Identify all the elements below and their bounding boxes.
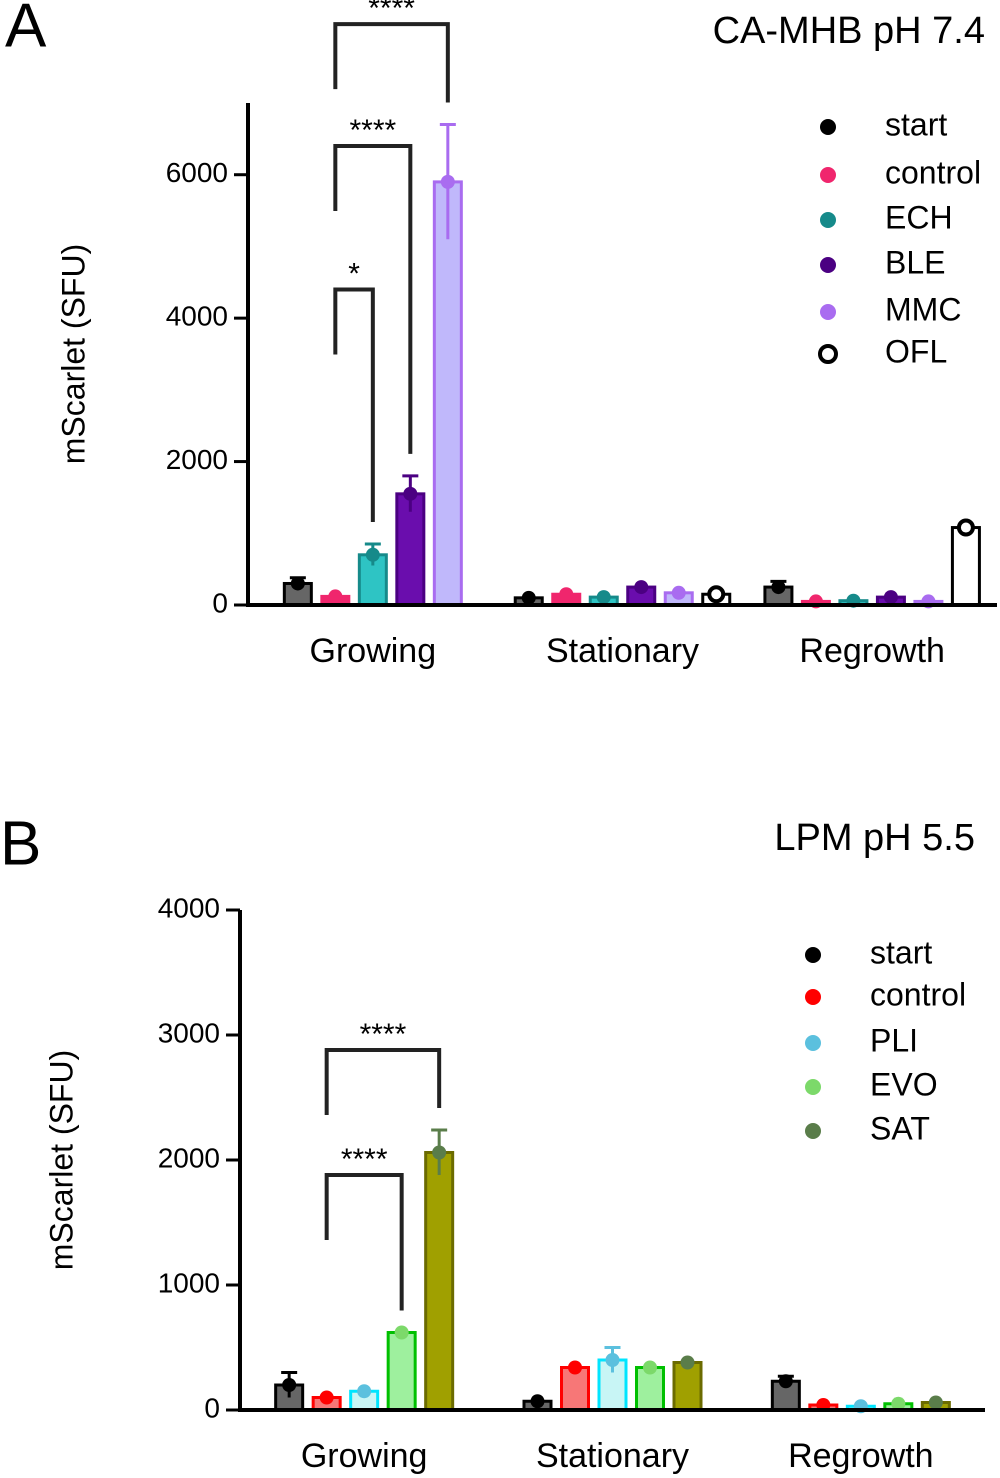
legend-label: start xyxy=(885,106,947,142)
bar xyxy=(672,1361,703,1412)
y-axis-label: mScarlet (SFU) xyxy=(43,1050,79,1270)
data-point xyxy=(956,518,975,537)
data-point xyxy=(290,576,305,591)
data-point xyxy=(707,585,726,604)
x-tick-label: Stationary xyxy=(546,632,699,670)
y-tick-label: 3000 xyxy=(158,1017,220,1048)
data-point xyxy=(883,590,898,605)
significance-label: **** xyxy=(341,1143,388,1176)
panel-label: B xyxy=(0,809,41,878)
x-tick-label: Regrowth xyxy=(788,1437,934,1475)
data-point xyxy=(643,1360,657,1375)
y-axis-label: mScarlet (SFU) xyxy=(55,244,91,464)
legend-marker xyxy=(820,257,836,273)
bar xyxy=(950,526,981,607)
legend-label: control xyxy=(885,154,981,190)
legend-marker xyxy=(805,1035,821,1051)
chart-title: LPM pH 5.5 xyxy=(774,817,975,859)
significance-bracket xyxy=(324,1173,404,1311)
legend-marker xyxy=(820,167,836,183)
legend-marker xyxy=(805,989,821,1005)
data-point xyxy=(319,1390,334,1405)
legend-marker xyxy=(820,304,836,320)
data-point xyxy=(680,1355,695,1370)
x-tick-label: Regrowth xyxy=(799,632,945,670)
data-point xyxy=(671,585,686,600)
x-tick-label: Growing xyxy=(301,1437,428,1475)
significance-bracket xyxy=(333,22,450,103)
significance-bracket xyxy=(333,287,375,523)
data-point xyxy=(559,587,574,602)
data-point xyxy=(432,1145,447,1160)
data-point xyxy=(891,1396,906,1411)
data-point xyxy=(596,590,611,605)
y-tick-label: 2000 xyxy=(166,444,228,475)
significance-label: **** xyxy=(349,114,396,147)
data-point xyxy=(778,1374,793,1389)
data-point xyxy=(568,1360,582,1375)
y-tick-label: 6000 xyxy=(166,157,228,188)
panel-label: A xyxy=(5,0,47,60)
data-point xyxy=(634,580,649,595)
data-point xyxy=(357,1384,372,1399)
legend-label: ECH xyxy=(885,199,953,235)
data-point xyxy=(394,1325,409,1340)
data-point xyxy=(928,1395,943,1410)
bar xyxy=(424,1151,455,1412)
significance-bracket xyxy=(333,144,413,454)
legend-label: control xyxy=(870,976,966,1012)
y-tick-label: 1000 xyxy=(158,1267,220,1298)
legend-label: BLE xyxy=(885,244,945,280)
data-point xyxy=(365,547,380,562)
significance-label: **** xyxy=(368,0,415,25)
legend-marker xyxy=(805,947,821,963)
data-point xyxy=(403,486,418,501)
bar xyxy=(386,1331,417,1412)
legend-label: start xyxy=(870,934,932,970)
y-tick-label: 4000 xyxy=(166,301,228,332)
y-tick-label: 0 xyxy=(212,587,228,618)
data-point xyxy=(282,1378,297,1392)
bar xyxy=(432,180,463,607)
y-tick-label: 4000 xyxy=(158,892,220,923)
significance-label: * xyxy=(348,257,360,290)
data-point xyxy=(771,580,786,595)
legend-marker xyxy=(818,344,838,364)
data-point xyxy=(521,590,536,605)
legend-marker xyxy=(805,1079,821,1095)
significance-bracket xyxy=(324,1048,442,1115)
significance-label: **** xyxy=(360,1018,407,1051)
y-tick-label: 2000 xyxy=(158,1142,220,1173)
legend-label: SAT xyxy=(870,1110,930,1146)
legend-label: OFL xyxy=(885,333,947,369)
legend-label: EVO xyxy=(870,1066,938,1102)
legend-label: PLI xyxy=(870,1022,918,1058)
legend-marker xyxy=(820,119,836,135)
chart-title: CA-MHB pH 7.4 xyxy=(713,10,985,52)
y-tick-label: 0 xyxy=(204,1392,220,1423)
data-point xyxy=(530,1394,545,1409)
data-point xyxy=(328,589,343,604)
x-tick-label: Stationary xyxy=(536,1437,689,1475)
data-point xyxy=(605,1353,620,1367)
x-tick-label: Growing xyxy=(310,632,437,670)
data-point xyxy=(440,174,455,189)
legend-label: MMC xyxy=(885,291,961,327)
legend-marker xyxy=(805,1123,821,1139)
legend-marker xyxy=(820,212,836,228)
